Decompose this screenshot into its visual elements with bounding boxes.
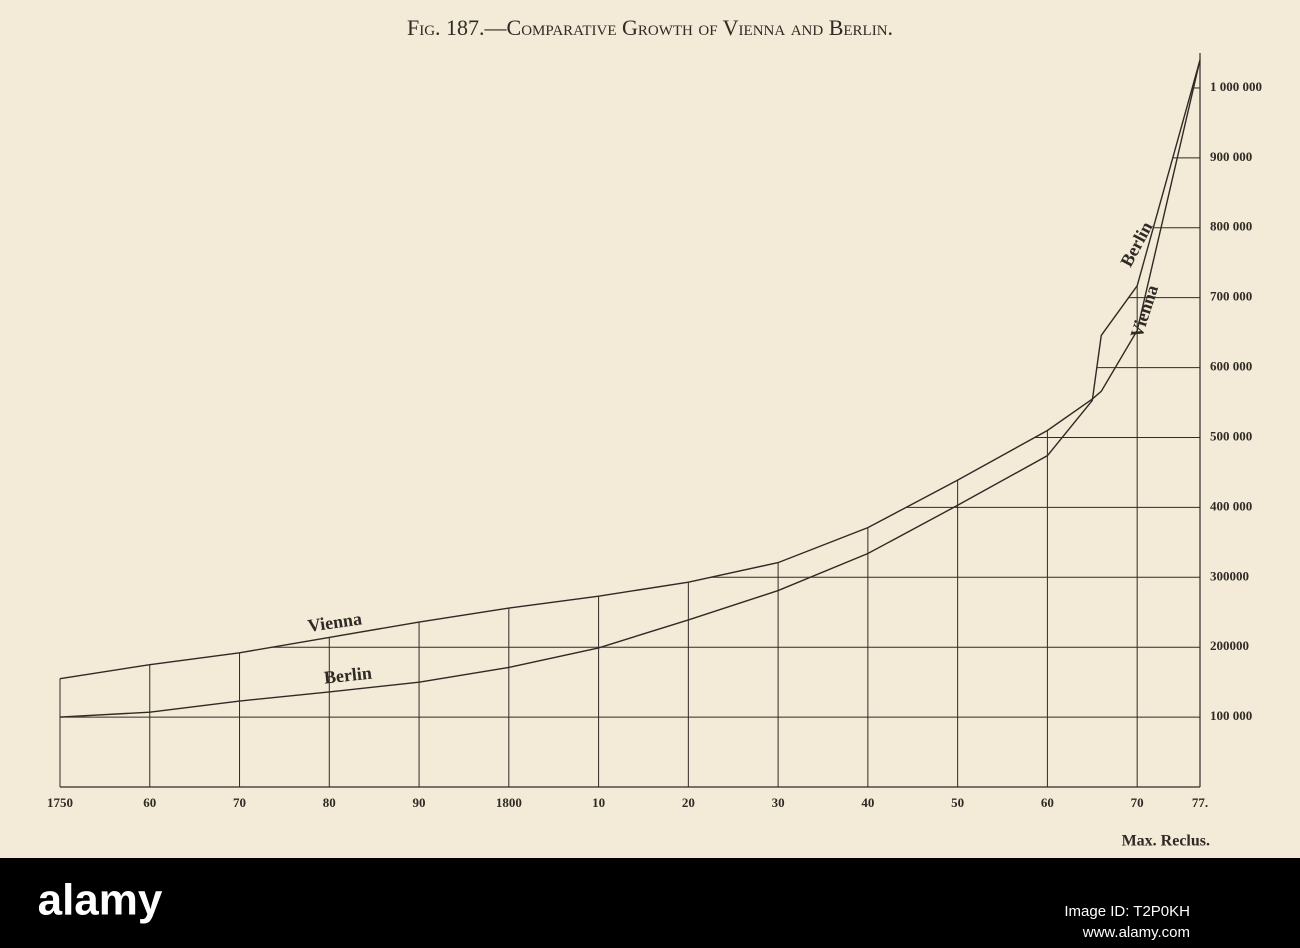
chart-title: Fig. 187.—Comparative Growth of Vienna a… [407,15,893,40]
y-tick-label: 300000 [1210,568,1249,583]
x-tick-label: 40 [861,795,874,810]
x-tick-label: 1750 [47,795,73,810]
x-tick-label: 90 [413,795,426,810]
footer-image-id: Image ID: T2P0KH [1064,903,1190,920]
y-tick-label: 600 000 [1210,359,1252,374]
x-tick-label: 80 [323,795,336,810]
x-tick-label: 60 [1041,795,1054,810]
y-tick-label: 400 000 [1210,498,1252,513]
y-tick-label: 900 000 [1210,149,1252,164]
x-tick-label: 10 [592,795,605,810]
paper [0,0,1300,858]
y-tick-label: 200000 [1210,638,1249,653]
x-tick-label: 50 [951,795,964,810]
y-tick-label: 500 000 [1210,428,1252,443]
y-tick-label: 700 000 [1210,289,1252,304]
credit: Max. Reclus. [1122,833,1210,850]
footer-logo: alamy [38,876,163,925]
x-tick-label: 1800 [496,795,522,810]
x-tick-label: 77. [1192,795,1208,810]
footer-band [0,858,1300,948]
footer-url: www.alamy.com [1082,924,1190,941]
x-tick-label: 60 [143,795,156,810]
y-tick-label: 100 000 [1210,708,1252,723]
y-tick-label: 800 000 [1210,219,1252,234]
data-line [59,59,1201,680]
x-tick-label: 70 [233,795,246,810]
x-tick-label: 20 [682,795,695,810]
y-tick-label: 1 000 000 [1210,79,1262,94]
series-label: Berlin [323,663,373,688]
data-line [59,59,1201,718]
x-tick-label: 30 [772,795,785,810]
x-tick-label: 70 [1131,795,1144,810]
